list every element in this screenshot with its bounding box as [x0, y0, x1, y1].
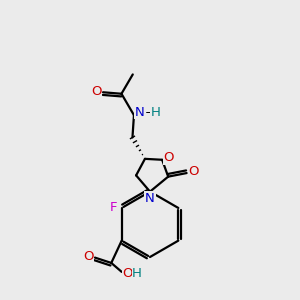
Text: O: O — [83, 250, 94, 262]
Text: O: O — [91, 85, 102, 98]
Text: N: N — [145, 192, 155, 205]
Text: −: − — [144, 106, 154, 119]
Text: H: H — [150, 106, 160, 119]
Text: O: O — [122, 267, 133, 280]
Text: O: O — [188, 165, 199, 178]
Text: O: O — [164, 151, 174, 164]
Text: N: N — [135, 106, 145, 119]
Text: F: F — [110, 202, 117, 214]
Text: H: H — [132, 267, 142, 280]
